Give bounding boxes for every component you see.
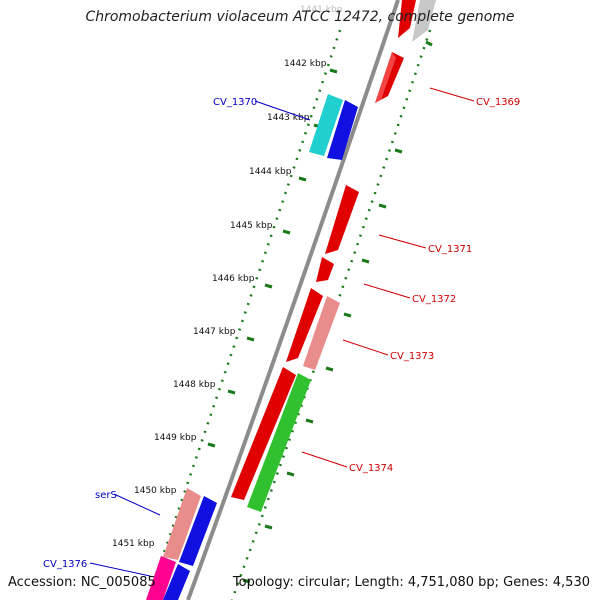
label-cv1373[interactable]: CV_1373: [390, 351, 434, 362]
label-cv1374[interactable]: CV_1374: [349, 463, 393, 474]
feature-cv1369-shade: [375, 52, 396, 103]
forward-features: [231, 0, 436, 512]
feature-cv1368[interactable]: [398, 0, 416, 38]
reverse-features: [146, 94, 358, 600]
accession-text: Accession: NC_005085: [8, 575, 156, 590]
feature-cv1371[interactable]: [325, 185, 359, 254]
feature-cv1368-gray[interactable]: [412, 0, 436, 42]
ruler-label: 1442 kbp: [284, 59, 327, 69]
feature-cv1374[interactable]: [247, 373, 311, 512]
ruler-label: 1451 kbp: [112, 539, 155, 549]
feature-cv1372[interactable]: [316, 257, 334, 282]
ruler-label: 1445 kbp: [230, 221, 273, 231]
ruler-label: 1444 kbp: [249, 167, 292, 177]
label-sers[interactable]: serS: [95, 490, 117, 501]
feature-cv1376[interactable]: [163, 564, 190, 600]
label-cv1372[interactable]: CV_1372: [412, 294, 456, 305]
feature-cv1374a[interactable]: [231, 367, 296, 500]
outer-ticks: [242, 40, 433, 584]
ruler-label: 1450 kbp: [134, 486, 177, 496]
label-cv1369[interactable]: CV_1369: [476, 97, 520, 108]
feature-sers-trna[interactable]: [163, 488, 201, 560]
ruler-labels: 1441 kbp 1442 kbp 1443 kbp 1444 kbp 1445…: [112, 5, 343, 549]
label-cv1376[interactable]: CV_1376: [43, 559, 87, 570]
feature-cv1370[interactable]: [327, 100, 358, 160]
feature-cv1376-magenta[interactable]: [146, 556, 176, 600]
map-title: Chromobacterium violaceum ATCC 12472, co…: [85, 9, 515, 25]
label-cv1371[interactable]: CV_1371: [428, 244, 472, 255]
label-cv1370[interactable]: CV_1370: [213, 97, 257, 108]
feature-cv1373[interactable]: [303, 296, 340, 370]
ruler-label: 1443 kbp: [267, 113, 310, 123]
ruler-label: 1449 kbp: [154, 433, 197, 443]
ruler-label: 1441 kbp: [300, 5, 343, 15]
inner-dotted-ring: [146, 29, 342, 600]
genome-summary-text: Topology: circular; Length: 4,751,080 bp…: [232, 575, 590, 590]
ruler-label: 1446 kbp: [212, 274, 255, 284]
feature-sers[interactable]: [179, 496, 217, 566]
feature-cv1370-rrna[interactable]: [309, 94, 343, 156]
ruler-label: 1447 kbp: [193, 327, 236, 337]
genome-backbone: [186, 0, 400, 600]
label-leaders: [89, 87, 475, 577]
feature-label-group: CV_1369 CV_1370 CV_1371 CV_1372 CV_1373 …: [43, 97, 520, 570]
ruler-label: 1448 kbp: [173, 380, 216, 390]
feature-cv1373a[interactable]: [286, 288, 323, 362]
